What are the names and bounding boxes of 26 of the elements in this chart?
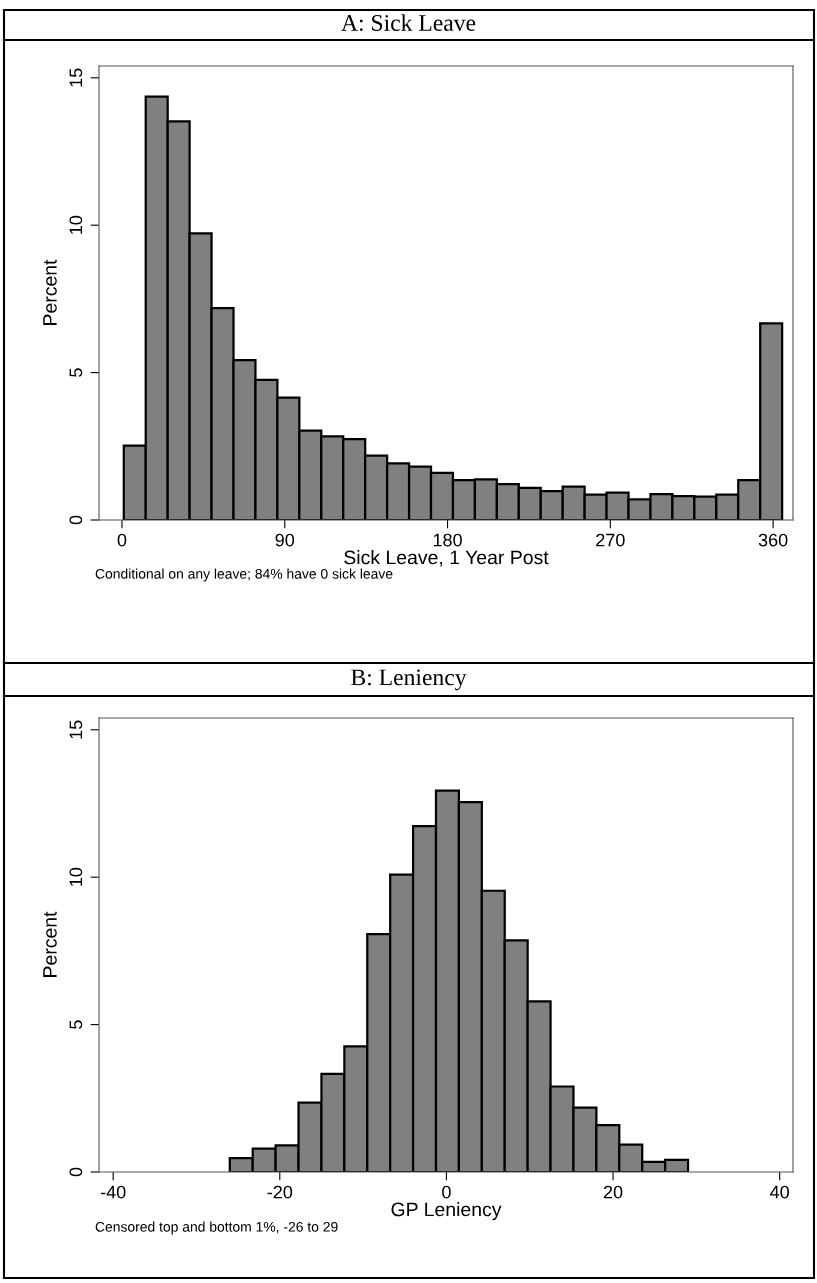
- text: Censored top and bottom 1%, -26 to 29: [95, 1221, 338, 1235]
- x-axis-title: GP Leniency: [391, 1202, 502, 1221]
- x-tick-label: 360: [758, 533, 788, 547]
- y-tick-label: 0: [69, 1167, 83, 1177]
- y-tick-label: 10: [69, 867, 83, 886]
- text: Conditional on any leave; 84% have 0 sick leave: [95, 568, 393, 582]
- y-tick-label: 15: [69, 68, 83, 87]
- x-tick-label: 90: [275, 533, 295, 547]
- x-tick-label: 0: [442, 1185, 451, 1199]
- y-tick-label: 15: [69, 720, 83, 739]
- x-tick-label: -40: [100, 1185, 126, 1199]
- y-tick-label: 10: [69, 215, 83, 234]
- y-tick-label: 5: [69, 368, 83, 377]
- x-tick-label: 0: [117, 533, 127, 547]
- chart-title: A: Sick Leave: [341, 14, 476, 32]
- x-tick-label: 180: [433, 533, 462, 547]
- x-tick-label: -20: [267, 1185, 293, 1199]
- chart-title: B: Leniency: [351, 669, 467, 691]
- y-axis-title: Percent: [43, 911, 57, 977]
- y-axis-title: Percent: [43, 259, 57, 325]
- y-tick-label: 5: [69, 1020, 83, 1029]
- x-tick-label: 270: [596, 533, 625, 547]
- x-tick-label: 20: [603, 1185, 623, 1199]
- x-tick-label: 40: [770, 1185, 790, 1199]
- y-tick-label: 0: [69, 515, 83, 525]
- x-axis-title: Sick Leave, 1 Year Post: [344, 550, 549, 567]
